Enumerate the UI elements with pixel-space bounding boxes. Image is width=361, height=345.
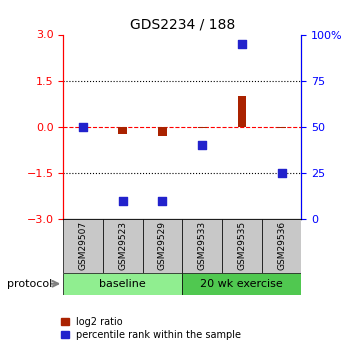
Bar <box>63 219 103 273</box>
Text: baseline: baseline <box>99 279 146 289</box>
Text: GSM29507: GSM29507 <box>79 221 87 270</box>
Bar <box>262 219 301 273</box>
Bar <box>182 219 222 273</box>
Point <box>120 198 126 204</box>
Text: protocol: protocol <box>7 279 52 288</box>
Bar <box>238 96 246 127</box>
Text: GSM29533: GSM29533 <box>198 221 206 270</box>
Bar <box>158 127 167 136</box>
Bar <box>277 127 286 128</box>
Bar <box>63 273 182 295</box>
Point <box>239 41 245 47</box>
Bar <box>143 219 182 273</box>
Bar <box>118 127 127 135</box>
Title: GDS2234 / 188: GDS2234 / 188 <box>130 18 235 32</box>
Text: GSM29529: GSM29529 <box>158 221 167 270</box>
Legend: log2 ratio, percentile rank within the sample: log2 ratio, percentile rank within the s… <box>61 317 242 340</box>
Bar <box>182 273 301 295</box>
Bar <box>222 219 262 273</box>
Text: GSM29536: GSM29536 <box>277 221 286 270</box>
Point <box>80 124 86 130</box>
Bar <box>103 219 143 273</box>
Point <box>160 198 165 204</box>
Text: 20 wk exercise: 20 wk exercise <box>200 279 283 289</box>
Point <box>279 170 284 176</box>
Text: GSM29535: GSM29535 <box>238 221 246 270</box>
Bar <box>198 127 206 128</box>
Text: GSM29523: GSM29523 <box>118 221 127 270</box>
Point <box>199 142 205 148</box>
